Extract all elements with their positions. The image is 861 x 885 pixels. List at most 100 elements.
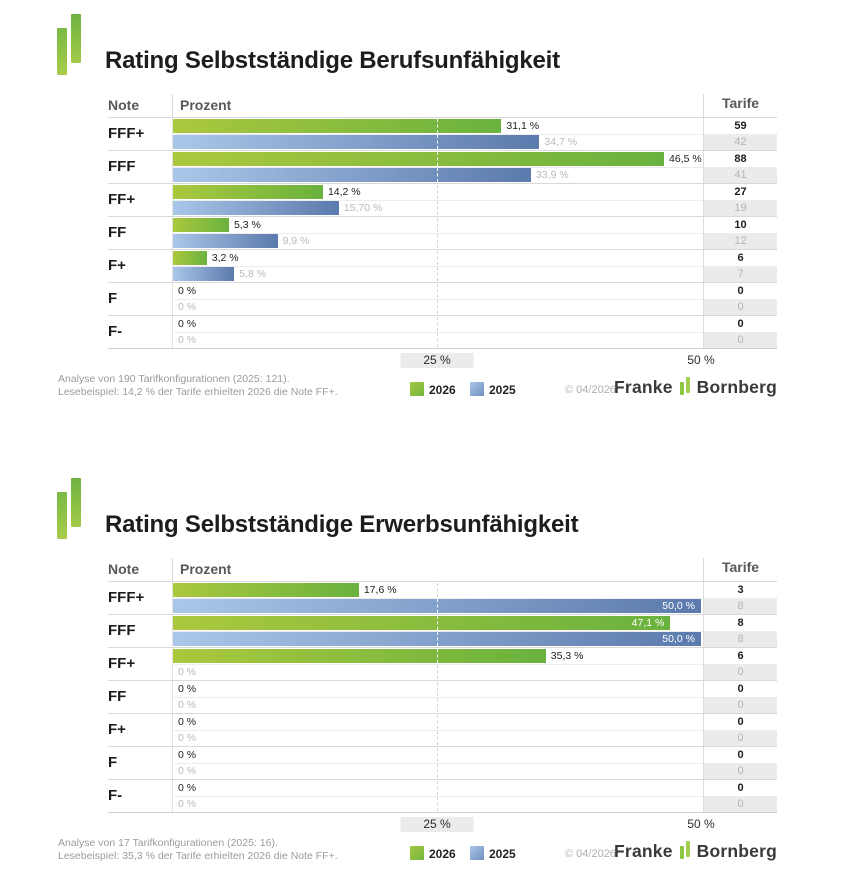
column-header-note: Note xyxy=(108,97,140,113)
gridline-25 xyxy=(437,616,438,630)
bar-value-label: 0 % xyxy=(178,749,197,761)
subrow-divider xyxy=(172,134,777,135)
rows: FFF+ 17,6 % 50,0 % 3 8 FFF 47,1 % 50,0 % 8 8 FF+ 35… xyxy=(108,581,777,812)
tarife-value-2026: 3 xyxy=(737,584,744,596)
bar-value-label: 0 % xyxy=(178,666,197,678)
note-label: F+ xyxy=(108,257,126,274)
bar-value-label: 46,5 % xyxy=(669,153,702,165)
gridline-25 xyxy=(437,284,438,298)
tarife-value-2025: 8 xyxy=(704,599,777,614)
bar-track-2025: 50,0 % xyxy=(173,599,701,614)
plot-area: 14,2 % 15,70 % xyxy=(172,184,701,216)
tarife-value-2026: 59 xyxy=(734,120,747,132)
gridline-25 xyxy=(437,267,438,281)
tarife-value-2026: 10 xyxy=(734,219,747,231)
gridline-25 xyxy=(437,234,438,248)
legend-swatch-2026 xyxy=(410,846,424,860)
gridline-25 xyxy=(437,665,438,679)
gridline-25 xyxy=(437,201,438,215)
bar-value-label: 0 % xyxy=(178,683,197,695)
logo-bars-icon xyxy=(679,377,690,397)
axis-tick-50: 50 % xyxy=(687,353,715,367)
bar-2026 xyxy=(173,152,665,166)
note-label: F xyxy=(108,290,118,307)
bar-track-2025: 15,70 % xyxy=(173,201,701,216)
bar-track-2025: 0 % xyxy=(173,698,701,713)
bar-2026 xyxy=(173,119,502,133)
gridline-25 xyxy=(437,599,438,613)
gridline-25 xyxy=(437,781,438,795)
subrow-divider xyxy=(172,796,777,797)
tarife-value-2026: 0 xyxy=(737,716,744,728)
tarife-cell: 88 41 xyxy=(703,151,777,183)
bar-2026 xyxy=(173,583,359,597)
gridline-25 xyxy=(437,583,438,597)
note-row: FFF+ 31,1 % 34,7 % 59 42 xyxy=(108,117,777,150)
subrow-divider xyxy=(172,697,777,698)
bar-2026 xyxy=(173,185,323,199)
note-row: FFF 46,5 % 33,9 % 88 41 xyxy=(108,150,777,183)
axis-tick-25: 25 % xyxy=(400,817,474,832)
footnotes: Analyse von 17 Tarifkonfigurationen (202… xyxy=(58,837,338,862)
bar-value-label: 0 % xyxy=(178,699,197,711)
gridline-25 xyxy=(437,731,438,745)
bar-value-label: 14,2 % xyxy=(327,186,361,198)
tarife-value-2025: 19 xyxy=(704,201,777,216)
tarife-value-2025: 0 xyxy=(704,300,777,315)
axis-tick-50: 50 % xyxy=(687,817,715,831)
logo-bar-icon xyxy=(57,28,67,75)
tarife-value-2025: 0 xyxy=(704,665,777,680)
wordmark-franke: Franke xyxy=(614,840,673,861)
bar-track-2026: 5,3 % xyxy=(173,218,701,233)
bar-track-2025: 0 % xyxy=(173,731,701,746)
subrow-divider xyxy=(172,763,777,764)
bar-value-label: 5,8 % xyxy=(239,268,267,280)
plot-area: 0 % 0 % xyxy=(172,283,701,315)
tarife-value-2026: 6 xyxy=(737,252,744,264)
gridline-25 xyxy=(437,748,438,762)
chart-erwerbsunfaehigkeit: Rating Selbstständige Erwerbsunfähigkeit… xyxy=(0,478,861,885)
bar-track-2025: 33,9 % xyxy=(173,168,701,183)
bar-value-label: 0 % xyxy=(178,732,197,744)
logo-bar-icon xyxy=(57,492,67,539)
note-label: FF xyxy=(108,224,127,241)
gridline-25 xyxy=(437,317,438,331)
tarife-cell: 27 19 xyxy=(703,184,777,216)
note-label: FF xyxy=(108,688,127,705)
bar-2026 xyxy=(173,616,671,630)
subrow-divider xyxy=(172,332,777,333)
bar-value-label: 5,3 % xyxy=(233,219,261,231)
note-row: FF 0 % 0 % 0 0 xyxy=(108,680,777,713)
subrow-divider xyxy=(172,299,777,300)
bar-value-label: 47,1 % xyxy=(631,617,665,629)
tarife-value-2026: 6 xyxy=(737,650,744,662)
wordmark-bornberg: Bornberg xyxy=(696,376,777,397)
legend-swatch-2025 xyxy=(470,382,484,396)
legend-label-2026: 2026 xyxy=(429,847,456,861)
note-label: F+ xyxy=(108,721,126,738)
bar-track-2025: 0 % xyxy=(173,797,701,812)
tarife-value-2025: 0 xyxy=(704,333,777,348)
tarife-value-2026: 8 xyxy=(737,617,744,629)
gridline-25 xyxy=(437,333,438,347)
bar-value-label: 0 % xyxy=(178,318,197,330)
legend: 2026 2025 xyxy=(410,382,540,397)
tarife-value-2026: 88 xyxy=(734,153,747,165)
bar-track-2026: 35,3 % xyxy=(173,649,701,664)
column-header-note: Note xyxy=(108,561,140,577)
bar-track-2025: 50,0 % xyxy=(173,632,701,647)
note-row: F+ 0 % 0 % 0 0 xyxy=(108,713,777,746)
logo-bar-icon xyxy=(71,478,81,527)
tarife-value-2025: 12 xyxy=(704,234,777,249)
bar-track-2025: 0 % xyxy=(173,300,701,315)
legend-label-2025: 2025 xyxy=(489,383,516,397)
rating-table: Note Prozent Tarife FFF+ 17,6 % 50,0 % 3 8 FF… xyxy=(108,558,777,834)
footnote-line: Lesebeispiel: 14,2 % der Tarife erhielte… xyxy=(58,385,338,398)
note-label: FFF xyxy=(108,158,136,175)
note-row: FFF+ 17,6 % 50,0 % 3 8 xyxy=(108,581,777,614)
bar-track-2025: 0 % xyxy=(173,665,701,680)
